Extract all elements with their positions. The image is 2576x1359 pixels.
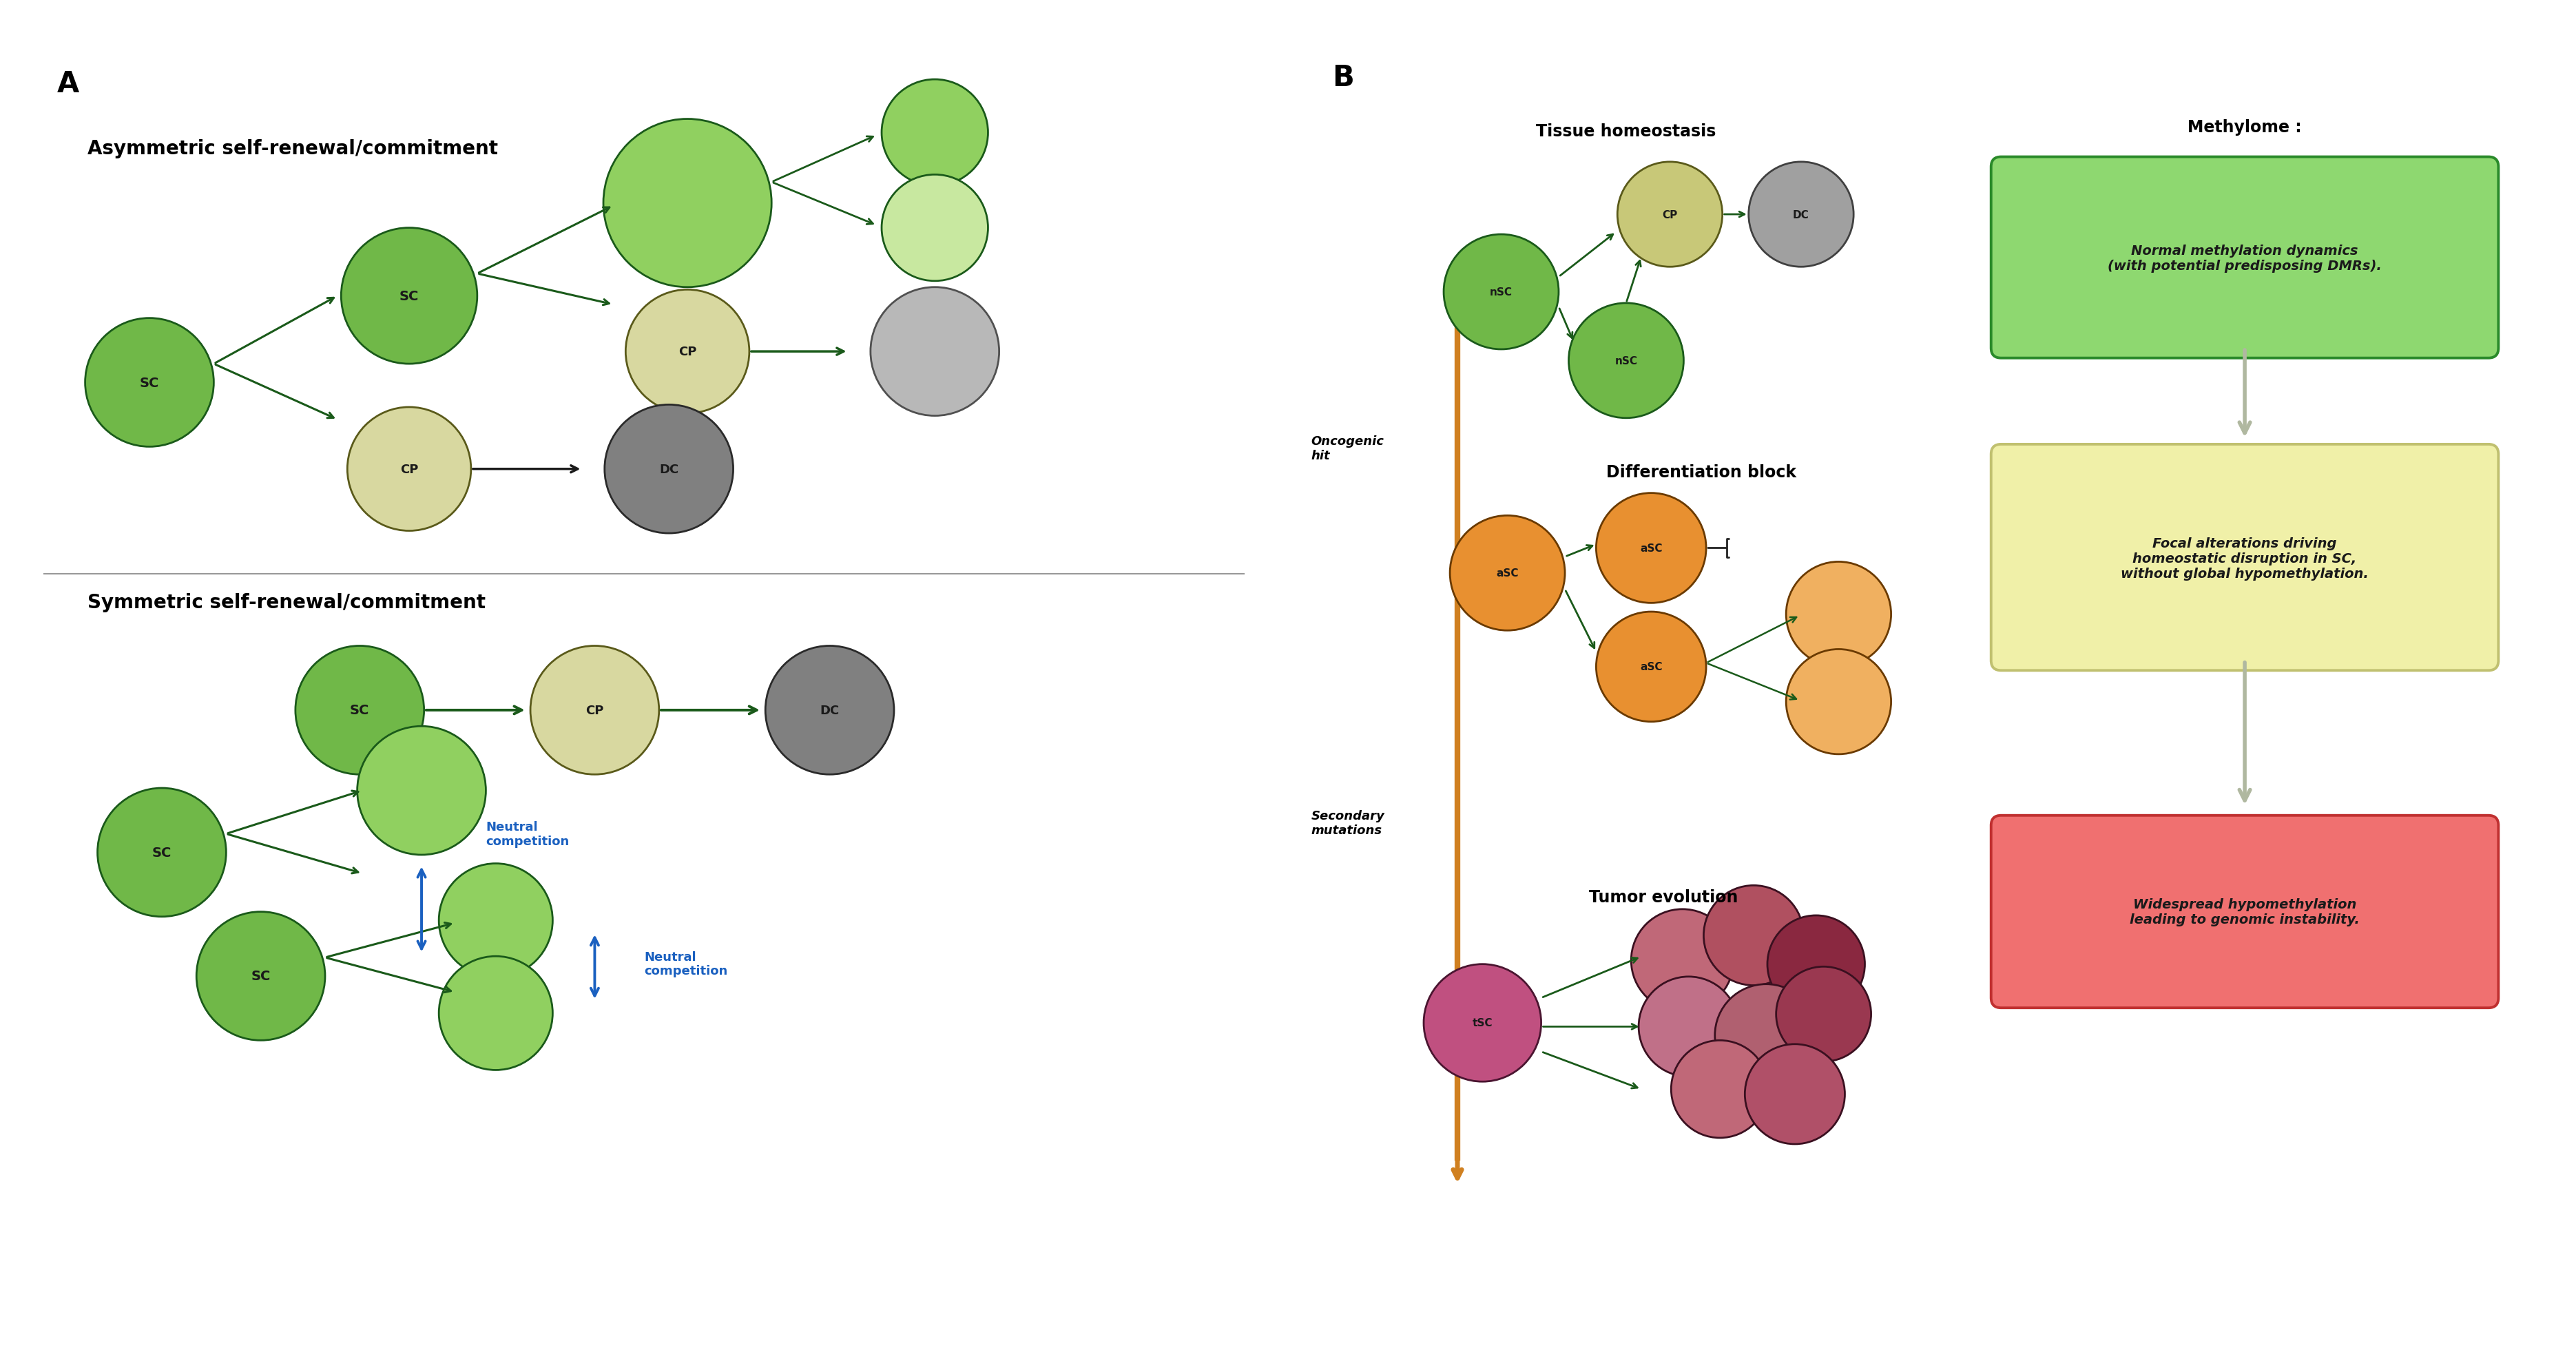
Circle shape: [348, 408, 471, 531]
Circle shape: [98, 788, 227, 917]
Text: Secondary
mutations: Secondary mutations: [1311, 810, 1383, 837]
Circle shape: [1785, 650, 1891, 754]
FancyBboxPatch shape: [1991, 158, 2499, 359]
Circle shape: [1595, 493, 1705, 603]
FancyBboxPatch shape: [1991, 815, 2499, 1008]
Text: Focal alterations driving
homeostatic disruption in SC,
without global hypomethy: Focal alterations driving homeostatic di…: [2120, 537, 2367, 580]
Circle shape: [1595, 612, 1705, 722]
Circle shape: [881, 175, 987, 281]
Circle shape: [1618, 162, 1721, 268]
Text: aSC: aSC: [1638, 662, 1662, 673]
Circle shape: [605, 405, 734, 534]
Text: Methylome :: Methylome :: [2187, 120, 2300, 136]
Text: Tumor evolution: Tumor evolution: [1589, 889, 1739, 905]
Circle shape: [1767, 916, 1865, 1012]
Text: Normal methylation dynamics
(with potential predisposing DMRs).: Normal methylation dynamics (with potent…: [2107, 245, 2380, 273]
Text: Widespread hypomethylation
leading to genomic instability.: Widespread hypomethylation leading to ge…: [2130, 898, 2360, 925]
Text: Asymmetric self-renewal/commitment: Asymmetric self-renewal/commitment: [88, 139, 497, 158]
Text: DC: DC: [659, 463, 677, 476]
Circle shape: [626, 289, 750, 413]
Text: SC: SC: [399, 289, 420, 303]
Text: SC: SC: [250, 970, 270, 983]
Circle shape: [1749, 162, 1852, 268]
Circle shape: [1775, 966, 1870, 1061]
Circle shape: [531, 646, 659, 775]
Circle shape: [1450, 516, 1564, 631]
Circle shape: [881, 80, 987, 186]
Text: Oncogenic
hit: Oncogenic hit: [1311, 435, 1383, 462]
Text: SC: SC: [350, 704, 368, 718]
Text: Neutral
competition: Neutral competition: [644, 950, 726, 977]
Circle shape: [1425, 965, 1540, 1082]
Text: SC: SC: [139, 376, 160, 389]
Circle shape: [438, 957, 551, 1070]
Circle shape: [1672, 1041, 1767, 1137]
Circle shape: [1716, 984, 1816, 1087]
Circle shape: [358, 727, 487, 855]
Circle shape: [85, 318, 214, 447]
Circle shape: [1703, 886, 1803, 985]
Circle shape: [1569, 303, 1682, 419]
Text: nSC: nSC: [1489, 287, 1512, 298]
Text: CP: CP: [585, 704, 603, 716]
Text: DC: DC: [1793, 209, 1808, 220]
Circle shape: [1631, 909, 1734, 1011]
Circle shape: [196, 912, 325, 1041]
FancyBboxPatch shape: [1991, 444, 2499, 671]
Circle shape: [340, 228, 477, 364]
Text: Symmetric self-renewal/commitment: Symmetric self-renewal/commitment: [88, 593, 487, 612]
Circle shape: [438, 864, 551, 977]
Circle shape: [1785, 563, 1891, 667]
Text: nSC: nSC: [1615, 356, 1638, 366]
Text: CP: CP: [399, 463, 417, 476]
Text: Tissue homeostasis: Tissue homeostasis: [1535, 124, 1716, 140]
Text: CP: CP: [1662, 209, 1677, 220]
Text: CP: CP: [677, 345, 696, 357]
Circle shape: [296, 646, 425, 775]
Text: aSC: aSC: [1638, 544, 1662, 553]
Circle shape: [603, 120, 770, 288]
Text: tSC: tSC: [1471, 1018, 1492, 1029]
Text: B: B: [1332, 64, 1355, 92]
Text: DC: DC: [819, 704, 840, 716]
Text: Differentiation block: Differentiation block: [1605, 463, 1795, 481]
Text: SC: SC: [152, 847, 173, 859]
Circle shape: [1744, 1044, 1844, 1144]
Text: aSC: aSC: [1497, 568, 1517, 579]
Text: Neutral
competition: Neutral competition: [487, 821, 569, 848]
Circle shape: [1638, 977, 1739, 1076]
Text: A: A: [57, 69, 80, 98]
Circle shape: [1443, 235, 1558, 349]
Circle shape: [871, 288, 999, 416]
Circle shape: [765, 646, 894, 775]
